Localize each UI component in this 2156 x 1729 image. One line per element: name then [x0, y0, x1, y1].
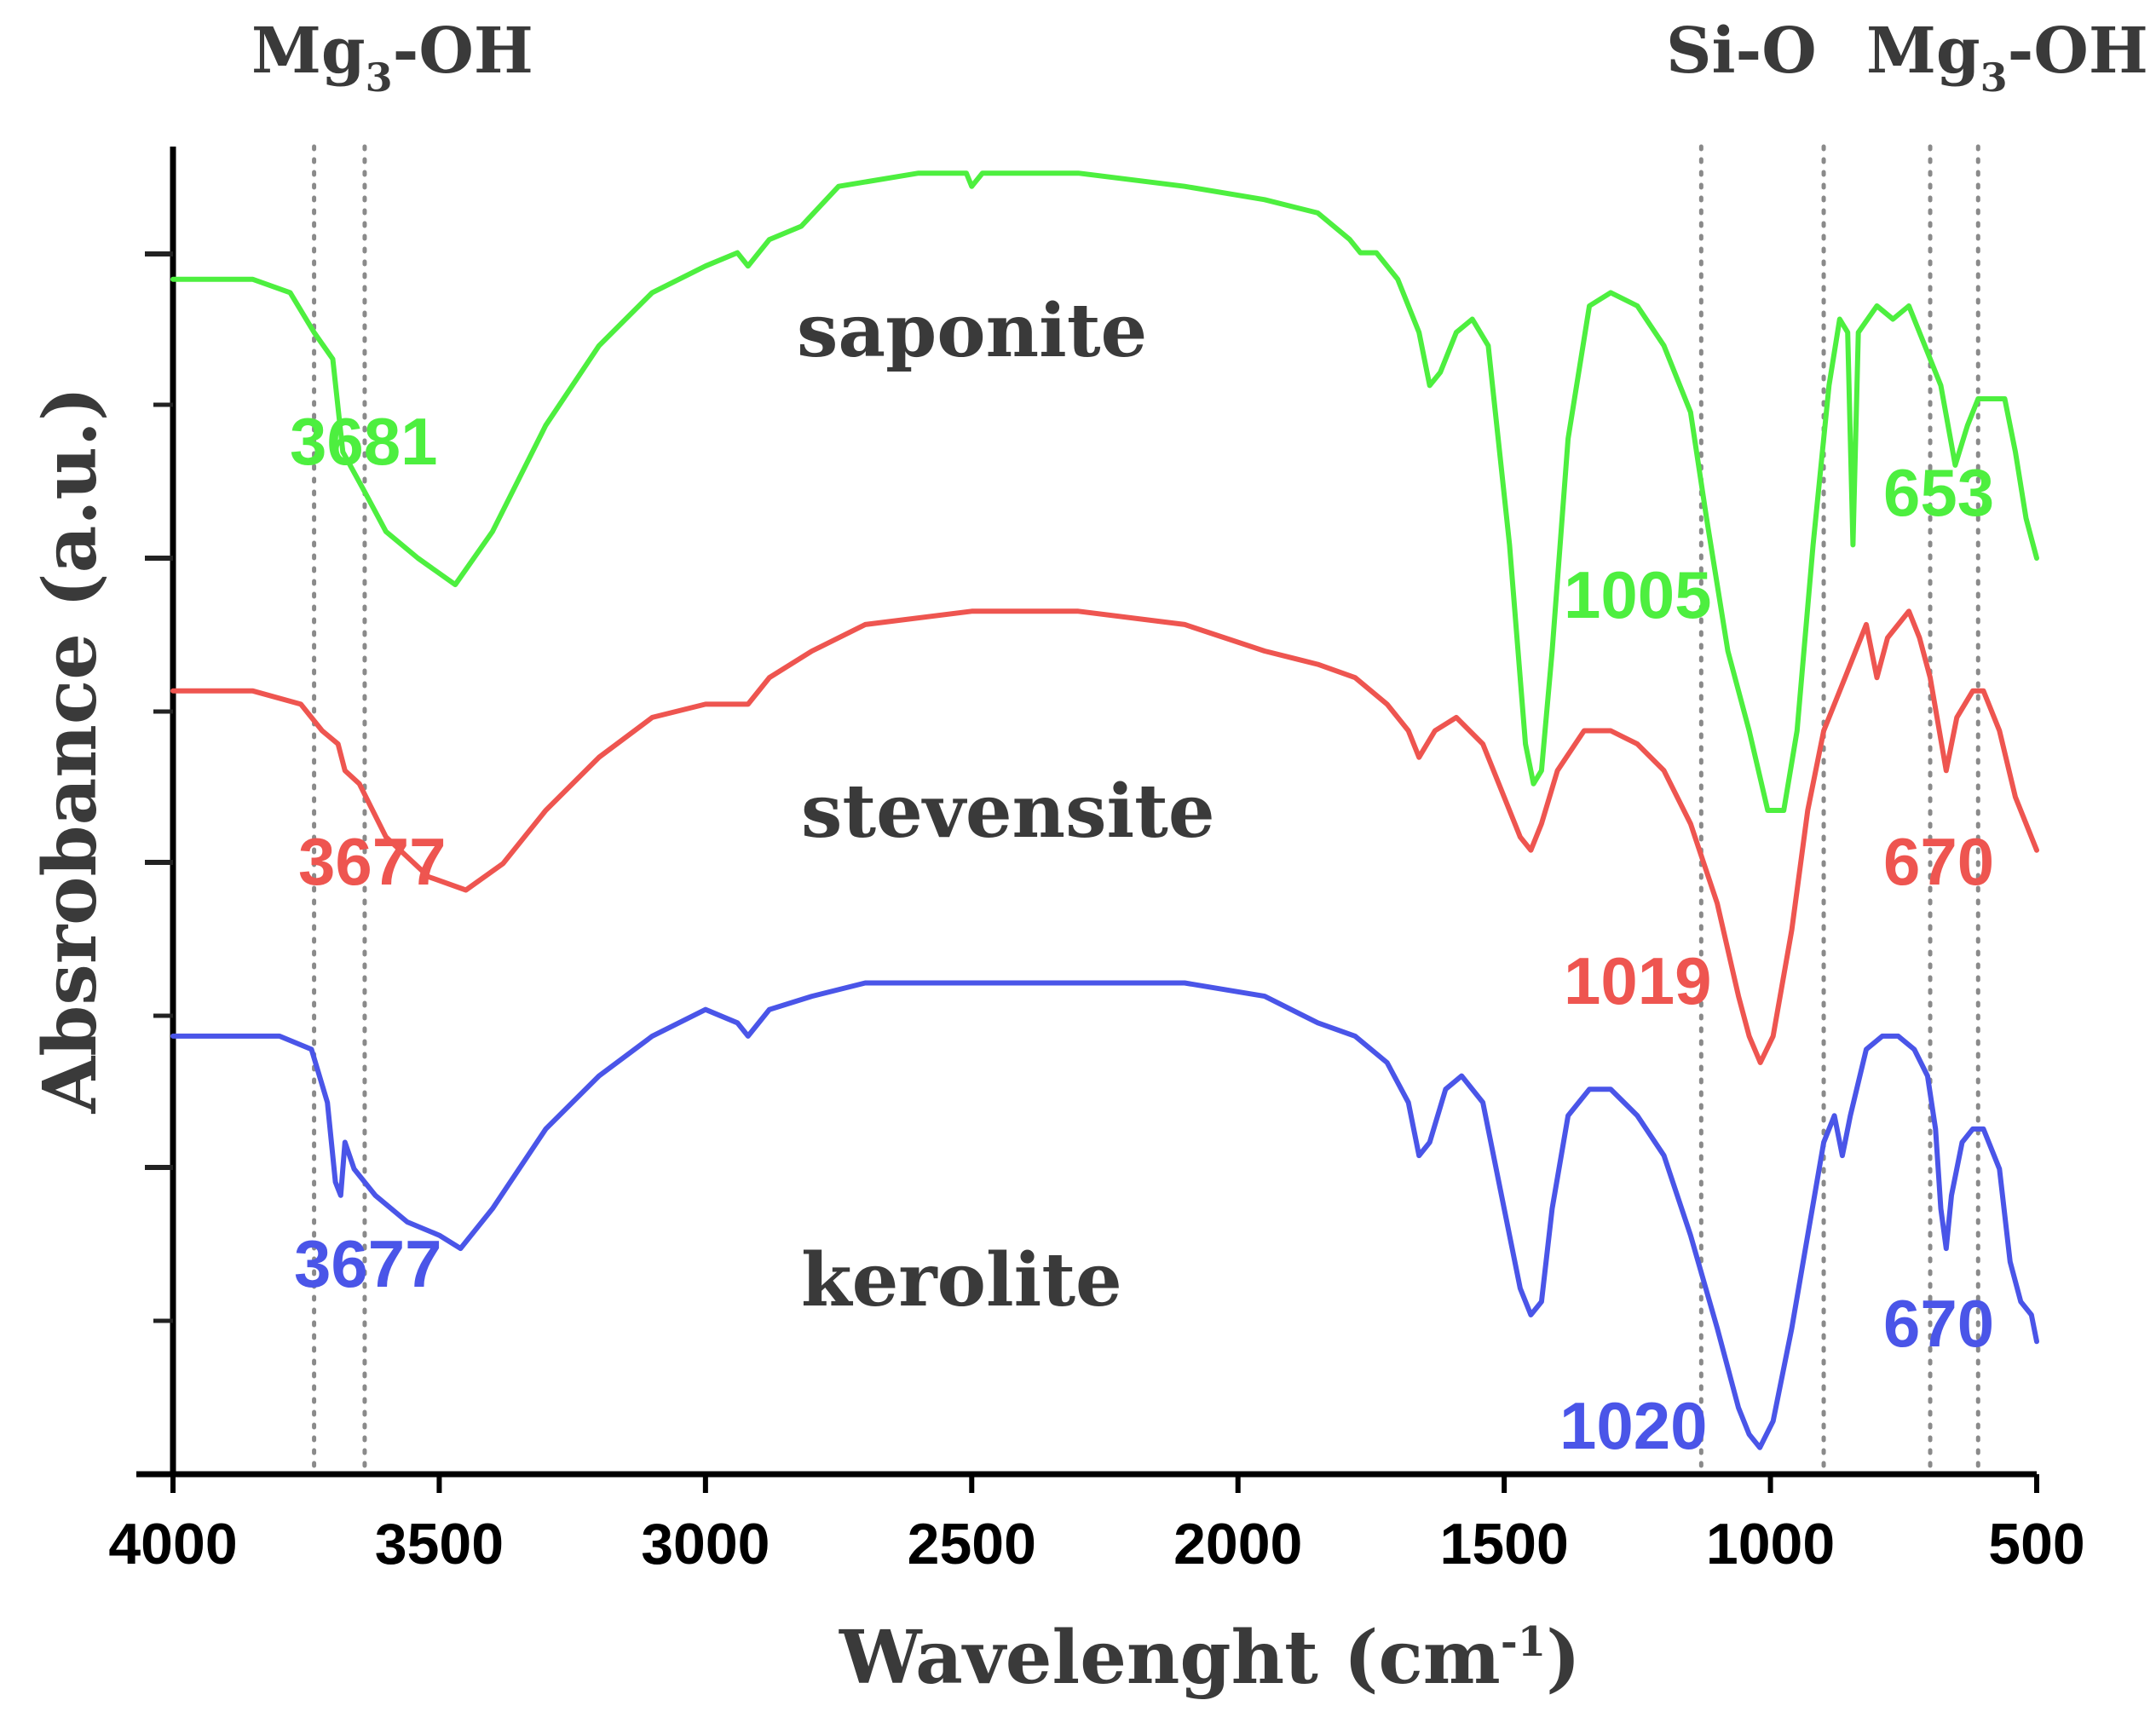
x-tick-label-3000: 3000	[641, 1512, 770, 1576]
peak-label-stevensite-1019: 1019	[1564, 943, 1712, 1018]
band-label-si-o: Si-O	[1666, 14, 1817, 88]
peak-label-saponite-1005: 1005	[1564, 557, 1712, 632]
x-tick-label-500: 500	[1988, 1512, 2084, 1576]
peak-labels: 3681 1005 653 3677 1019 670 3677 1020 670	[290, 404, 1994, 1463]
x-tick-label-3500: 3500	[375, 1512, 504, 1576]
x-tick-label-4000: 4000	[108, 1512, 237, 1576]
peak-label-kerolite-3677: 3677	[294, 1226, 442, 1301]
series-line-saponite	[170, 170, 2039, 813]
peak-label-kerolite-1020: 1020	[1559, 1388, 1708, 1463]
x-axis-title: Wavelenght (cm-1)	[839, 1615, 1581, 1701]
series-line-stevensite	[170, 608, 2039, 1065]
peak-label-kerolite-670: 670	[1883, 1286, 1994, 1361]
series-line-kerolite	[170, 980, 2039, 1450]
series-lines	[170, 170, 2039, 1450]
peak-label-saponite-653: 653	[1883, 455, 1994, 530]
band-label-mg3oh-right: Mg3-OH	[1866, 14, 2148, 101]
band-label-mg3oh-left: Mg3-OH	[251, 14, 533, 101]
series-name-saponite: saponite	[797, 288, 1147, 374]
peak-label-saponite-3681: 3681	[290, 404, 438, 479]
series-name-stevensite: stevensite	[801, 769, 1215, 855]
series-name-kerolite: kerolite	[801, 1237, 1122, 1323]
x-tick-label-1500: 1500	[1440, 1512, 1569, 1576]
peak-label-stevensite-3677: 3677	[298, 824, 447, 899]
reference-lines	[312, 144, 1980, 1477]
y-axis-ticks	[145, 251, 173, 1323]
x-tick-label-1000: 1000	[1706, 1512, 1835, 1576]
x-tick-label-2000: 2000	[1173, 1512, 1302, 1576]
peak-label-stevensite-670: 670	[1883, 824, 1994, 899]
x-axis-ticks: 4000 3500 3000 2500 2000 1500 1000 500	[108, 1474, 2085, 1576]
x-tick-label-2500: 2500	[908, 1512, 1036, 1576]
y-axis-title: Absrobance (a.u.)	[27, 387, 113, 1115]
